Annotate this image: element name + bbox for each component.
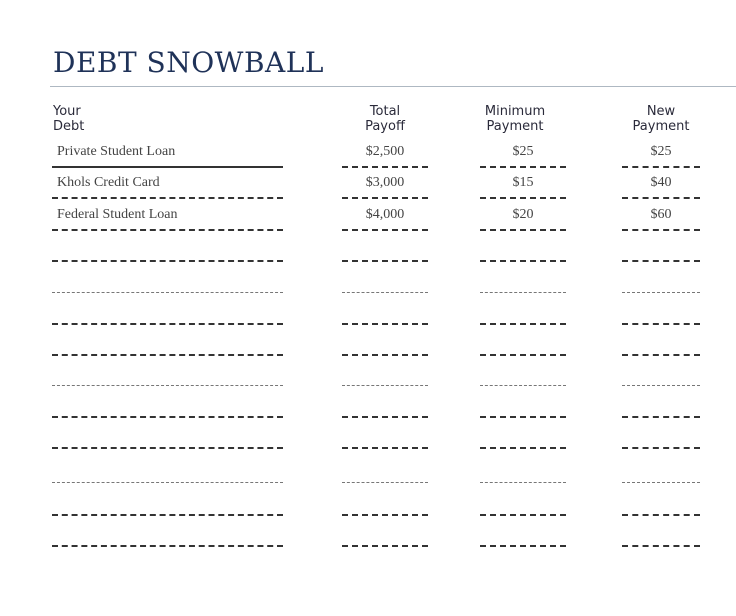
entry-line-debt[interactable] <box>52 292 283 293</box>
title-divider <box>50 86 736 87</box>
cell-payoff: $3,000 <box>365 175 405 190</box>
cell-new-payment: $25 <box>650 144 672 159</box>
cell-minimum: $20 <box>512 207 534 222</box>
entry-line-debt[interactable] <box>52 354 283 356</box>
entry-line-minimum[interactable] <box>480 514 566 516</box>
entry-line-new-payment[interactable] <box>622 385 700 386</box>
entry-line-minimum[interactable] <box>480 482 566 483</box>
entry-line-minimum[interactable] <box>480 354 566 356</box>
header-minimum-payment: Minimum Payment <box>472 104 558 134</box>
entry-line-debt[interactable] <box>52 197 283 199</box>
entry-line-minimum[interactable] <box>480 447 566 449</box>
entry-line-payoff[interactable] <box>342 482 428 483</box>
entry-line-new-payment[interactable] <box>622 260 700 262</box>
entry-line-debt[interactable] <box>52 166 283 168</box>
cell-new-payment: $60 <box>650 207 672 222</box>
entry-line-debt[interactable] <box>52 260 283 262</box>
entry-line-new-payment[interactable] <box>622 354 700 356</box>
header-line: New <box>646 104 676 119</box>
header-line: Debt <box>53 119 85 134</box>
header-line: Your <box>53 104 81 119</box>
entry-line-payoff[interactable] <box>342 545 428 547</box>
entry-line-new-payment[interactable] <box>622 416 700 418</box>
entry-line-debt[interactable] <box>52 416 283 418</box>
entry-line-debt[interactable] <box>52 545 283 547</box>
entry-line-payoff[interactable] <box>342 354 428 356</box>
entry-line-minimum[interactable] <box>480 197 566 199</box>
header-line: Payment <box>632 119 690 134</box>
page-title: DEBT SNOWBALL <box>53 46 324 79</box>
entry-line-debt[interactable] <box>52 385 283 386</box>
entry-line-debt[interactable] <box>52 447 283 449</box>
entry-line-debt[interactable] <box>52 482 283 483</box>
entry-line-payoff[interactable] <box>342 229 428 231</box>
entry-line-new-payment[interactable] <box>622 292 700 293</box>
entry-line-debt[interactable] <box>52 514 283 516</box>
entry-line-minimum[interactable] <box>480 416 566 418</box>
cell-payoff: $2,500 <box>365 144 405 159</box>
entry-line-minimum[interactable] <box>480 166 566 168</box>
entry-line-payoff[interactable] <box>342 385 428 386</box>
entry-line-payoff[interactable] <box>342 166 428 168</box>
header-total-payoff: Total Payoff <box>342 104 428 134</box>
entry-line-new-payment[interactable] <box>622 545 700 547</box>
entry-line-minimum[interactable] <box>480 229 566 231</box>
entry-line-new-payment[interactable] <box>622 229 700 231</box>
entry-line-payoff[interactable] <box>342 260 428 262</box>
cell-debt: Federal Student Loan <box>57 207 178 222</box>
entry-line-payoff[interactable] <box>342 197 428 199</box>
entry-line-payoff[interactable] <box>342 292 428 293</box>
header-your-debt: Your Debt <box>53 104 84 134</box>
cell-new-payment: $40 <box>650 175 672 190</box>
entry-line-payoff[interactable] <box>342 416 428 418</box>
entry-line-minimum[interactable] <box>480 260 566 262</box>
cell-debt: Khols Credit Card <box>57 175 160 190</box>
entry-line-payoff[interactable] <box>342 323 428 325</box>
entry-line-new-payment[interactable] <box>622 514 700 516</box>
header-line: Payment <box>486 119 544 134</box>
cell-debt: Private Student Loan <box>57 144 176 159</box>
entry-line-payoff[interactable] <box>342 447 428 449</box>
header-line: Minimum <box>484 104 546 119</box>
entry-line-new-payment[interactable] <box>622 197 700 199</box>
header-line: Payoff <box>365 119 405 134</box>
cell-minimum: $15 <box>512 175 534 190</box>
cell-payoff: $4,000 <box>365 207 405 222</box>
cell-minimum: $25 <box>512 144 534 159</box>
entry-line-minimum[interactable] <box>480 385 566 386</box>
header-new-payment: New Payment <box>618 104 704 134</box>
entry-line-new-payment[interactable] <box>622 166 700 168</box>
entry-line-minimum[interactable] <box>480 323 566 325</box>
entry-line-minimum[interactable] <box>480 545 566 547</box>
entry-line-debt[interactable] <box>52 323 283 325</box>
entry-line-payoff[interactable] <box>342 514 428 516</box>
header-line: Total <box>369 104 401 119</box>
entry-line-new-payment[interactable] <box>622 323 700 325</box>
entry-line-debt[interactable] <box>52 229 283 231</box>
entry-line-new-payment[interactable] <box>622 447 700 449</box>
entry-line-new-payment[interactable] <box>622 482 700 483</box>
entry-line-minimum[interactable] <box>480 292 566 293</box>
